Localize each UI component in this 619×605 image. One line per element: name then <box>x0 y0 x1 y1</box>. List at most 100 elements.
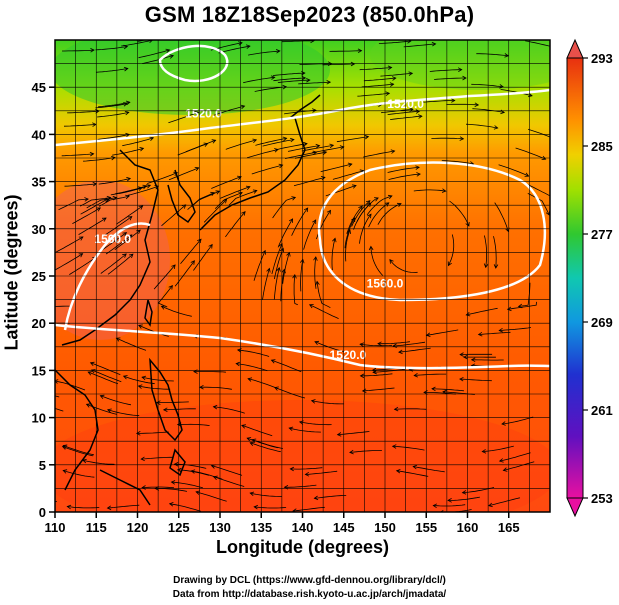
streamline-arrow <box>139 147 145 152</box>
y-tick-label: 10 <box>32 411 46 426</box>
streamline-arrow <box>502 467 508 472</box>
streamline <box>55 236 84 254</box>
streamline <box>141 456 174 460</box>
streamline <box>169 503 201 512</box>
streamline <box>55 500 57 503</box>
streamline-arrow <box>408 71 414 76</box>
streamline <box>380 72 413 77</box>
streamline-arrow <box>210 191 216 197</box>
streamline <box>329 50 362 52</box>
streamline-arrow <box>165 48 171 53</box>
streamline <box>82 459 115 465</box>
streamline <box>274 248 284 280</box>
streamline-arrow <box>282 136 288 142</box>
streamline <box>294 151 327 159</box>
streamline <box>291 207 309 236</box>
streamline-arrow <box>377 341 382 346</box>
streamline <box>356 197 379 222</box>
streamline-arrow <box>275 49 281 54</box>
streamline <box>392 445 425 451</box>
streamline-arrow <box>463 354 468 360</box>
streamline <box>316 281 331 309</box>
streamline-arrow <box>368 245 374 251</box>
streamline-arrow <box>326 209 331 215</box>
streamline <box>271 243 283 275</box>
streamline-arrow <box>274 386 279 391</box>
streamline-arrow <box>498 327 503 333</box>
streamline <box>488 497 520 507</box>
streamline-arrow <box>493 264 499 269</box>
streamline-arrow <box>28 391 32 395</box>
streamline <box>284 484 317 488</box>
streamline <box>501 416 534 425</box>
streamline-arrow <box>125 100 131 106</box>
streamline <box>97 134 130 140</box>
streamline <box>116 337 147 351</box>
streamline <box>394 408 427 410</box>
streamline-arrow <box>314 340 320 346</box>
streamline <box>142 55 174 64</box>
streamline <box>298 81 331 85</box>
streamline <box>121 40 153 47</box>
streamline <box>362 387 395 392</box>
streamline-arrow <box>252 189 258 194</box>
streamline <box>387 166 420 173</box>
x-tick-label: 140 <box>292 520 314 535</box>
streamline-arrow <box>55 379 59 384</box>
streamline <box>236 363 268 372</box>
x-tick-label: 125 <box>168 520 190 535</box>
streamline-arrow <box>367 213 372 219</box>
streamline <box>174 463 207 469</box>
streamline-arrow <box>359 342 365 347</box>
y-tick-label: 20 <box>32 316 46 331</box>
streamline-arrow <box>459 376 464 382</box>
streamline-arrow <box>359 373 365 379</box>
colorbar-gradient <box>566 57 584 499</box>
streamline <box>228 190 257 206</box>
streamline <box>211 176 242 189</box>
streamline-arrow <box>281 268 286 274</box>
streamline-arrow <box>238 41 243 46</box>
streamline-arrow <box>90 48 95 53</box>
streamline <box>69 256 97 275</box>
streamline-arrow <box>241 211 246 216</box>
streamline-arrow <box>199 384 204 390</box>
streamline <box>413 189 446 192</box>
streamline-arrow <box>332 237 337 243</box>
streamline-arrow <box>447 498 452 503</box>
streamline <box>484 235 487 268</box>
streamline <box>393 341 426 347</box>
streamline-arrow <box>137 384 143 389</box>
streamline <box>499 327 532 331</box>
streamline-arrow <box>416 172 421 177</box>
streamline-arrow <box>138 205 144 210</box>
streamline-arrow <box>89 151 95 157</box>
streamline <box>72 207 101 224</box>
streamline-arrow <box>431 41 437 47</box>
streamline <box>271 359 302 373</box>
streamline-arrow <box>374 197 379 202</box>
streamline-arrow <box>270 359 276 364</box>
streamline-arrow <box>431 386 436 392</box>
colorbar-tick-label: 253 <box>591 491 613 506</box>
streamline-arrow <box>106 505 112 511</box>
streamline <box>322 63 355 66</box>
streamline <box>241 425 273 437</box>
streamline-arrow <box>415 109 421 114</box>
streamline <box>518 282 531 307</box>
streamline <box>314 495 347 499</box>
streamline <box>299 421 332 426</box>
streamline-arrow <box>329 143 335 149</box>
streamline-arrow <box>465 311 471 317</box>
streamline-arrow <box>106 195 112 201</box>
x-axis-label: Longitude (degrees) <box>215 537 389 557</box>
streamline-arrow <box>315 280 320 286</box>
streamline-arrow <box>245 44 251 49</box>
streamline-arrow <box>498 458 504 463</box>
streamline <box>478 331 511 335</box>
streamline-arrow <box>141 375 147 381</box>
streamline <box>180 238 202 265</box>
streamline-arrow <box>241 424 246 429</box>
streamline-arrow <box>169 54 175 59</box>
streamline-arrow <box>398 349 403 355</box>
